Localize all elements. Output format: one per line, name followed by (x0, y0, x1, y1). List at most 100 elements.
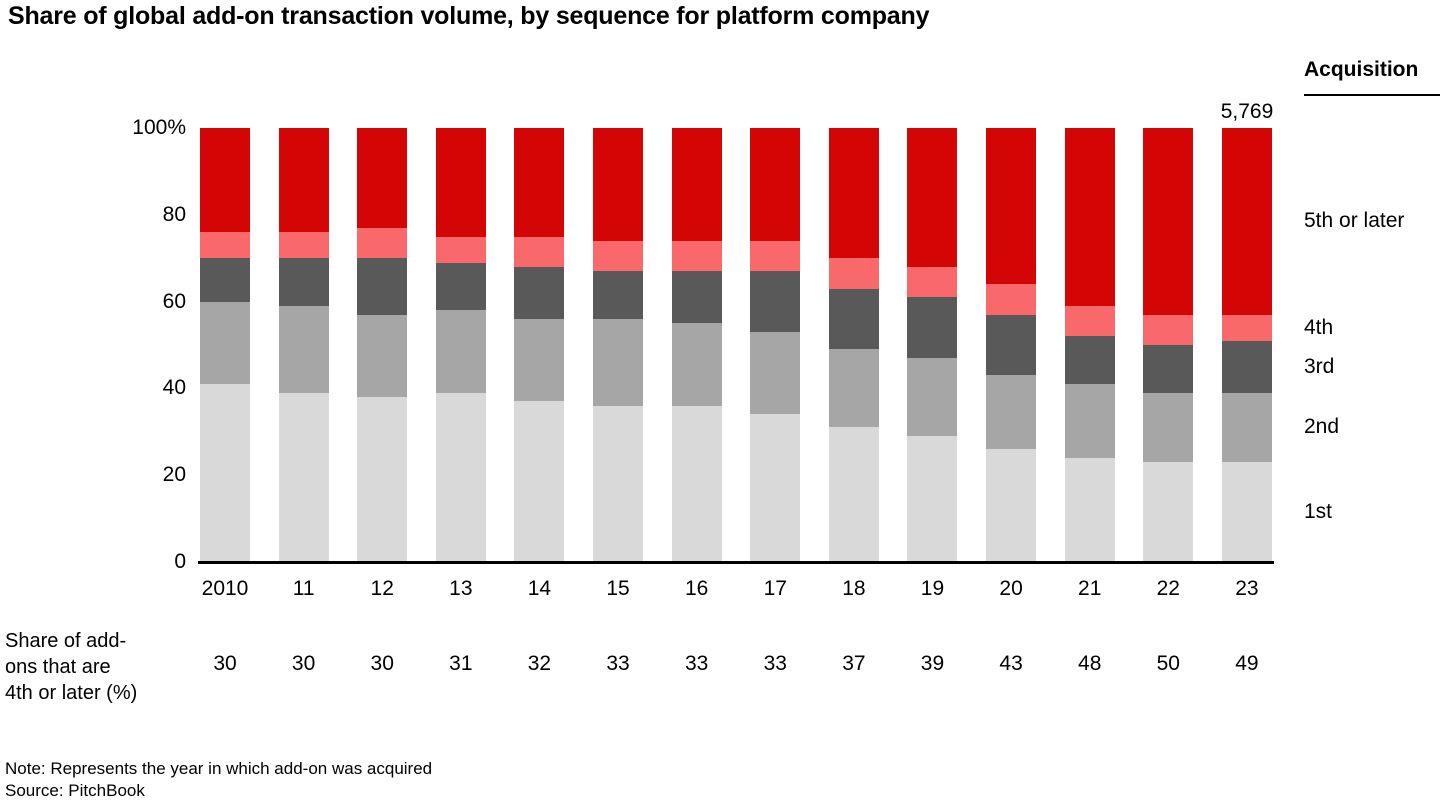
bar-segment-2nd (1064, 384, 1115, 458)
bar-16 (671, 128, 722, 562)
bar-segment-1st (750, 414, 801, 562)
bar-segment-2nd (1221, 392, 1272, 463)
bar-segment-4th (593, 240, 644, 272)
x-axis-label: 14 (527, 577, 552, 600)
y-tick-label: 0 (174, 550, 186, 573)
bar-segment-2nd (907, 358, 958, 437)
bar-20 (986, 128, 1037, 562)
bar-segment-5th-or-later (1221, 128, 1272, 315)
bar-segment-5th-or-later (828, 128, 879, 259)
subrow-label-line: Share of add- (5, 630, 127, 652)
bar-segment-5th-or-later (514, 128, 565, 237)
x-axis-label: 17 (763, 577, 787, 600)
legend-header: Acquisition (1304, 58, 1440, 96)
bar-11 (278, 128, 329, 562)
bar-14 (514, 128, 565, 562)
bar-segment-3rd (514, 266, 565, 319)
subrow-value: 30 (370, 652, 394, 675)
subrow-value: 31 (449, 652, 473, 675)
bar-2010 (200, 128, 250, 562)
bar-segment-2nd (671, 323, 722, 406)
legend-label-2nd: 2nd (1304, 415, 1340, 439)
legend-label-3rd: 3rd (1304, 354, 1335, 378)
total-annotation: 5,769 (1220, 100, 1274, 123)
bar-15 (593, 128, 644, 562)
x-axis-label: 12 (370, 577, 394, 600)
bar-segment-3rd (671, 271, 722, 324)
bar-segment-3rd (278, 258, 329, 306)
bar-segment-3rd (1221, 340, 1272, 393)
bar-segment-5th-or-later (593, 128, 644, 241)
bar-segment-4th (200, 232, 250, 259)
bar-segment-3rd (593, 271, 644, 319)
x-axis-label: 22 (1156, 577, 1180, 600)
y-tick-label: 20 (162, 463, 186, 487)
subrow-values: 30 30 30 31 32 33 33 33 37 39 43 48 50 49 (200, 652, 1272, 676)
bar-segment-1st (435, 392, 486, 562)
y-tick-label: 80 (162, 202, 186, 226)
subrow-value: 30 (213, 652, 237, 675)
bar-segment-1st (514, 401, 565, 562)
bar-23 (1221, 128, 1272, 562)
chart-title: Share of global add-on transaction volum… (8, 2, 930, 30)
y-axis: 100% 80 60 40 20 0 (60, 116, 186, 573)
subrow-value: 43 (999, 652, 1023, 675)
bar-segment-5th-or-later (1064, 128, 1115, 306)
bar-18 (828, 128, 879, 562)
x-axis-label: 15 (606, 577, 630, 600)
bar-12 (357, 128, 408, 562)
bar-segment-1st (671, 405, 722, 562)
x-axis-label: 18 (842, 577, 866, 600)
bar-segment-1st (1143, 462, 1194, 562)
bar-segment-4th (907, 266, 958, 298)
bar-segment-2nd (514, 318, 565, 402)
bar-segment-5th-or-later (1143, 128, 1194, 315)
legend-label-1st: 1st (1304, 500, 1333, 524)
bar-segment-2nd (750, 332, 801, 415)
bar-segment-1st (200, 384, 250, 562)
bar-segment-2nd (1143, 392, 1194, 463)
bar-22 (1143, 128, 1194, 562)
subrow-value: 39 (920, 652, 945, 675)
bar-segment-3rd (1064, 336, 1115, 385)
x-axis-label: 20 (999, 577, 1023, 600)
x-axis-label: 11 (292, 577, 315, 600)
bar-segment-2nd (593, 318, 644, 406)
bar-segment-5th-or-later (750, 128, 801, 241)
bar-segment-5th-or-later (357, 128, 408, 228)
bar-segment-3rd (986, 314, 1037, 376)
subrow-value: 32 (527, 652, 552, 675)
legend-label-5th-or-later: 5th or later (1304, 209, 1405, 233)
plot-area (200, 128, 1272, 562)
bar-segment-5th-or-later (200, 128, 250, 233)
bar-segment-1st (986, 449, 1037, 562)
bar-segment-2nd (200, 301, 250, 385)
bar-segment-5th-or-later (907, 128, 958, 267)
subrow-label: Share of add-ons that are 4th or later (%… (5, 628, 137, 706)
subrow-value: 33 (763, 652, 787, 675)
subrow-value: 48 (1078, 652, 1102, 675)
x-axis-label: 21 (1078, 577, 1102, 600)
source: Source: PitchBook (5, 781, 145, 800)
x-axis-label: 13 (449, 577, 473, 600)
bar-segment-4th (1143, 314, 1194, 346)
subrow-value: 49 (1235, 652, 1259, 675)
bar-segment-4th (828, 258, 879, 289)
bar-segment-2nd (435, 310, 486, 393)
bar-segment-1st (828, 427, 879, 562)
bars (200, 128, 1272, 562)
bar-segment-3rd (828, 288, 879, 350)
bar-13 (435, 128, 486, 562)
bar-segment-3rd (907, 297, 958, 359)
bar-segment-2nd (357, 314, 408, 398)
bar-segment-4th (435, 236, 486, 263)
bar-segment-4th (357, 227, 408, 259)
subrow-label-line: ons that are (5, 656, 111, 678)
subrow-value: 33 (606, 652, 630, 675)
subrow-value: 33 (684, 652, 709, 675)
x-axis-label: 19 (920, 577, 945, 600)
bar-segment-2nd (278, 305, 329, 393)
legend-label-4th: 4th (1304, 315, 1334, 339)
x-axis-label: 23 (1235, 577, 1259, 600)
bar-segment-3rd (750, 271, 801, 332)
